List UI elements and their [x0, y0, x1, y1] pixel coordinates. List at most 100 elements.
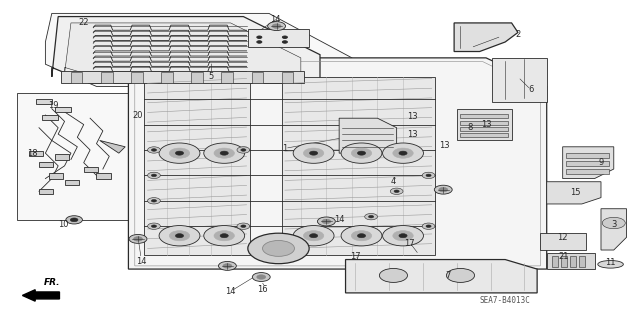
Circle shape: [357, 151, 365, 155]
Text: 22: 22: [79, 19, 89, 27]
Text: 17: 17: [404, 239, 415, 248]
Circle shape: [175, 234, 184, 238]
Circle shape: [252, 272, 270, 281]
Circle shape: [303, 231, 324, 241]
Ellipse shape: [598, 261, 623, 268]
Circle shape: [602, 217, 625, 229]
Circle shape: [383, 143, 424, 163]
Circle shape: [134, 237, 143, 241]
Circle shape: [214, 231, 234, 241]
Text: 6: 6: [528, 85, 533, 94]
Circle shape: [257, 275, 266, 279]
Bar: [42, 115, 58, 120]
Bar: [36, 99, 52, 104]
Polygon shape: [458, 109, 511, 140]
Circle shape: [322, 219, 331, 224]
Polygon shape: [454, 23, 518, 51]
Bar: [191, 72, 203, 83]
Text: 7: 7: [445, 271, 451, 280]
Circle shape: [303, 148, 324, 158]
Circle shape: [310, 151, 317, 155]
Circle shape: [148, 172, 161, 179]
Bar: [61, 71, 304, 83]
Bar: [29, 151, 44, 156]
Circle shape: [351, 231, 372, 241]
Text: 16: 16: [257, 285, 268, 294]
Circle shape: [447, 269, 474, 282]
Circle shape: [237, 147, 250, 153]
Circle shape: [237, 223, 250, 229]
Bar: [566, 161, 609, 166]
Text: 9: 9: [598, 158, 604, 167]
Text: 10: 10: [58, 220, 68, 229]
Polygon shape: [601, 209, 627, 250]
Circle shape: [293, 226, 334, 246]
Circle shape: [393, 148, 413, 158]
Text: 11: 11: [605, 258, 616, 267]
Circle shape: [70, 218, 78, 222]
FancyArrow shape: [22, 290, 60, 301]
Circle shape: [422, 172, 435, 179]
Circle shape: [399, 151, 407, 155]
Polygon shape: [52, 17, 320, 83]
Bar: [39, 162, 53, 167]
Circle shape: [357, 234, 365, 238]
Circle shape: [272, 24, 281, 28]
Bar: [570, 256, 576, 267]
Circle shape: [241, 149, 246, 151]
Circle shape: [170, 231, 189, 241]
Bar: [540, 233, 586, 250]
Text: 3: 3: [611, 220, 616, 229]
Text: FR.: FR.: [44, 278, 61, 287]
Polygon shape: [492, 58, 547, 102]
Circle shape: [262, 241, 294, 256]
Circle shape: [380, 269, 408, 282]
Polygon shape: [45, 13, 352, 86]
Circle shape: [214, 148, 234, 158]
Text: 4: 4: [391, 177, 396, 186]
Bar: [579, 256, 585, 267]
Bar: [561, 256, 567, 267]
Bar: [84, 167, 98, 172]
Circle shape: [317, 217, 335, 226]
Polygon shape: [563, 147, 614, 179]
Polygon shape: [100, 140, 125, 153]
Circle shape: [341, 143, 382, 163]
Bar: [39, 189, 53, 195]
Circle shape: [152, 199, 157, 202]
Text: 5: 5: [209, 72, 214, 81]
Circle shape: [426, 174, 431, 177]
Polygon shape: [129, 58, 547, 269]
Bar: [101, 72, 113, 83]
Bar: [71, 72, 83, 83]
Circle shape: [248, 233, 309, 264]
Text: 1: 1: [282, 144, 287, 153]
Text: 12: 12: [557, 233, 568, 242]
Circle shape: [390, 188, 403, 195]
Circle shape: [365, 213, 378, 220]
Bar: [221, 72, 233, 83]
Bar: [97, 174, 111, 179]
Polygon shape: [17, 93, 138, 220]
Circle shape: [204, 226, 244, 246]
Circle shape: [422, 223, 435, 229]
Polygon shape: [282, 77, 435, 255]
Circle shape: [152, 149, 157, 151]
Text: 20: 20: [132, 111, 143, 120]
Text: 17: 17: [350, 252, 360, 261]
Circle shape: [282, 36, 287, 39]
Bar: [566, 153, 609, 158]
Circle shape: [159, 226, 200, 246]
Circle shape: [310, 234, 317, 238]
Text: 2: 2: [515, 30, 520, 39]
Circle shape: [152, 225, 157, 227]
Circle shape: [66, 216, 83, 224]
Text: 14: 14: [136, 257, 147, 266]
Circle shape: [175, 151, 184, 155]
Circle shape: [369, 215, 374, 218]
Circle shape: [282, 41, 287, 43]
Bar: [461, 127, 508, 131]
Circle shape: [204, 143, 244, 163]
Circle shape: [148, 197, 161, 204]
Bar: [248, 29, 309, 47]
